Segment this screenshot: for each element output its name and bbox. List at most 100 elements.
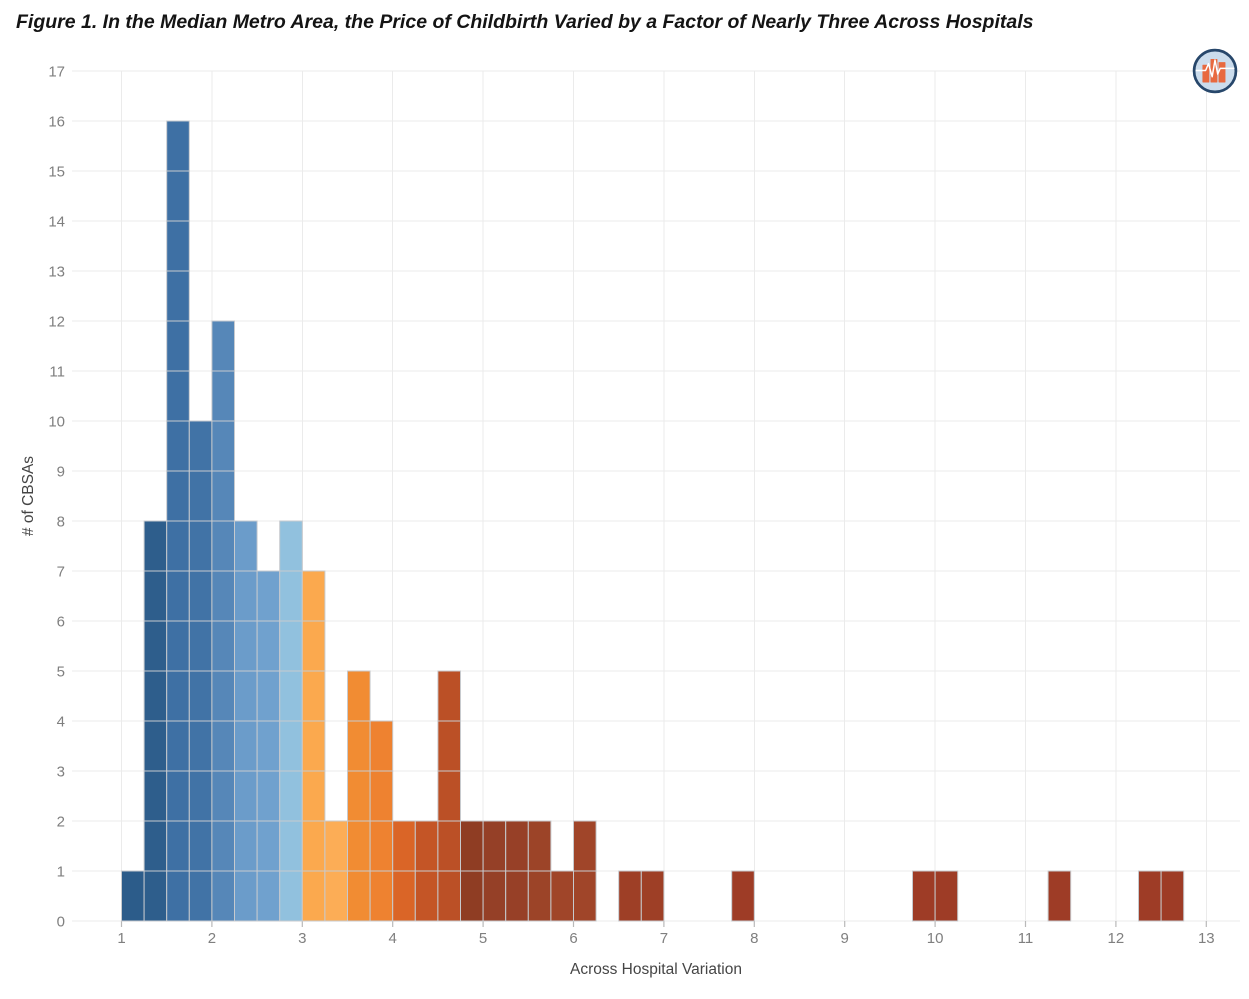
histogram-cell (143, 570, 168, 622)
histogram-cell (211, 370, 235, 422)
histogram-cell (279, 620, 303, 672)
histogram-cell (347, 870, 371, 922)
histogram-cell (166, 320, 190, 372)
histogram-cell (188, 470, 213, 522)
y-tick-label: 8 (57, 514, 65, 531)
histogram-cell (166, 220, 190, 272)
histogram-cell (912, 870, 936, 922)
x-tick-label: 10 (927, 930, 944, 947)
histogram-cell (188, 520, 213, 572)
histogram-cell (166, 170, 190, 222)
histogram-cell (324, 820, 348, 872)
histogram-cell (279, 570, 303, 622)
histogram-cell (234, 870, 258, 922)
histogram-cell (234, 520, 258, 572)
histogram-cell (211, 520, 235, 572)
histogram-cell (166, 770, 190, 822)
histogram-cell (392, 820, 416, 872)
histogram-cell (211, 570, 235, 622)
histogram-cell (256, 620, 281, 672)
x-tick-label: 2 (208, 930, 216, 947)
histogram-cell (301, 870, 326, 922)
histogram-cell (234, 620, 258, 672)
histogram-cell (527, 870, 552, 922)
histogram-cell (550, 870, 575, 922)
histogram-cell (256, 670, 281, 722)
histogram-cell (347, 670, 371, 722)
histogram-cell (166, 820, 190, 872)
y-tick-label: 5 (57, 664, 65, 681)
histogram-cell (166, 870, 190, 922)
histogram-cell (301, 620, 326, 672)
histogram-cell (188, 420, 213, 472)
histogram-cell (301, 570, 326, 622)
y-tick-label: 13 (48, 264, 65, 281)
histogram-cell (188, 720, 213, 772)
histogram-cell (166, 520, 190, 572)
y-tick-label: 4 (57, 714, 65, 731)
histogram-cell (437, 820, 461, 872)
histogram-cell (392, 870, 416, 922)
histogram-cell (414, 870, 439, 922)
histogram-cell (143, 720, 168, 772)
histogram-cell (369, 870, 394, 922)
histogram-cell (256, 570, 281, 622)
y-tick-label: 10 (48, 414, 65, 431)
x-tick-label: 13 (1198, 930, 1215, 947)
histogram-cell (279, 870, 303, 922)
histogram-cell (188, 770, 213, 822)
histogram-cell (369, 720, 394, 772)
histogram-cell (188, 870, 213, 922)
histogram-cell (143, 620, 168, 672)
histogram-cell (482, 870, 507, 922)
histogram-cell (731, 870, 755, 922)
y-tick-label: 15 (48, 164, 65, 181)
histogram-cell (166, 570, 190, 622)
histogram-cell (143, 770, 168, 822)
histogram-cell (279, 670, 303, 722)
y-tick-label: 6 (57, 614, 65, 631)
x-tick-label: 9 (841, 930, 849, 947)
y-tick-label: 9 (57, 464, 65, 481)
histogram-cell (211, 470, 235, 522)
x-tick-label: 6 (569, 930, 577, 947)
histogram-cell (234, 670, 258, 722)
histogram-cell (211, 620, 235, 672)
histogram-cell (573, 870, 597, 922)
histogram-cell (482, 820, 507, 872)
x-tick-label: 11 (1018, 930, 1034, 947)
y-tick-label: 3 (57, 764, 65, 781)
histogram-cell (234, 720, 258, 772)
histogram-cell (347, 820, 371, 872)
histogram-cell (301, 670, 326, 722)
x-tick-label: 3 (298, 930, 306, 947)
histogram-cell (527, 820, 552, 872)
pulse-line-icon (1195, 59, 1235, 78)
histogram-cell (166, 270, 190, 322)
histogram-cell (460, 820, 484, 872)
histogram-cell (279, 820, 303, 872)
histogram-cell (211, 870, 235, 922)
histogram-cell (234, 820, 258, 872)
histogram-cell (256, 820, 281, 872)
histogram-cell (143, 870, 168, 922)
histogram-cell (1160, 870, 1185, 922)
histogram-cell (934, 870, 959, 922)
histogram-cell (188, 820, 213, 872)
histogram-cell (505, 870, 529, 922)
histogram-cell (256, 770, 281, 822)
x-tick-label: 4 (389, 930, 397, 947)
histogram-cell (573, 820, 597, 872)
histogram-cell (279, 520, 303, 572)
y-tick-label: 17 (48, 64, 65, 81)
histogram-cell (121, 870, 145, 922)
x-tick-label: 5 (479, 930, 487, 947)
histogram-cell (211, 420, 235, 472)
logo-bar-icon (1218, 62, 1226, 83)
histogram-cell (414, 820, 439, 872)
histogram-cell (211, 770, 235, 822)
histogram-cell (347, 770, 371, 822)
x-axis-title: Across Hospital Variation (570, 961, 742, 978)
